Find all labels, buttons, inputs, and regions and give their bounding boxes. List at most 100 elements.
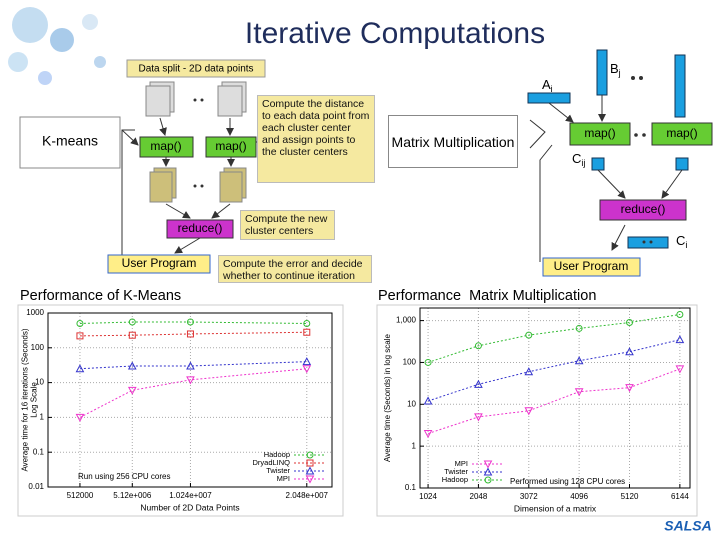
- marker: [75, 413, 85, 422]
- user-program-label: User Program: [122, 256, 197, 270]
- marker: [127, 361, 137, 370]
- y-tick-label: 10: [407, 399, 416, 408]
- legend-label: Hadoop: [442, 475, 468, 484]
- plot-frame: [419, 307, 691, 489]
- map-box: [569, 122, 631, 146]
- x-tick-label: 3072: [520, 492, 538, 501]
- marker: [626, 319, 634, 327]
- marker: [128, 318, 136, 326]
- marker: [525, 331, 533, 339]
- series-line: [427, 368, 681, 435]
- chart-frame: [17, 304, 344, 517]
- annotation: Run using 256 CPU cores: [78, 472, 171, 481]
- logo: SALSA: [664, 518, 711, 534]
- marker: [675, 335, 685, 344]
- user-program-label: User Program: [554, 259, 629, 273]
- x-tick-label: 1.024e+007: [169, 491, 212, 500]
- series-line: [79, 368, 307, 418]
- marker: [423, 396, 433, 405]
- output-docs: [149, 167, 247, 203]
- marker: [474, 342, 482, 350]
- x-tick-label: 5.12e+006: [113, 491, 152, 500]
- marker: [303, 328, 311, 336]
- legend-marker: [483, 460, 493, 469]
- legend-label: MPI: [455, 459, 468, 468]
- marker: [75, 364, 85, 373]
- kmeans-diagram: Data split - 2D data points map() map() …: [19, 59, 266, 274]
- marker: [186, 361, 195, 370]
- marker: [76, 332, 84, 340]
- y-axis-label: Log Scale: [30, 382, 39, 418]
- y-tick-label: 100: [31, 343, 45, 352]
- marker: [423, 430, 433, 439]
- marker: [524, 407, 534, 416]
- a-name: A: [542, 77, 551, 92]
- y-tick-label: 0.1: [405, 483, 417, 492]
- marker: [424, 358, 432, 366]
- marker: [186, 376, 195, 385]
- x-tick-label: 1024: [419, 492, 437, 501]
- x-axis-label: Dimension of a matrix: [514, 503, 597, 513]
- legend-marker: [305, 475, 315, 484]
- y-axis-label: Average time (Seconds) in log scale: [383, 333, 392, 461]
- b-name: B: [610, 61, 619, 76]
- series-line: [427, 313, 680, 363]
- x-tick-label: 4096: [570, 492, 588, 501]
- user-program-box: [542, 257, 641, 277]
- chart-title: Performance of K-Means: [20, 288, 182, 304]
- marker: [676, 310, 684, 318]
- annotation: Performed using 128 CPU cores: [510, 477, 625, 486]
- kmeans-label: K-means: [42, 133, 98, 149]
- x-tick-label: 2.048e+007: [286, 491, 329, 500]
- kmeans-box: [19, 116, 121, 169]
- b-label: Bj: [610, 61, 621, 78]
- series-line: [79, 331, 307, 337]
- y-tick-label: 1000: [26, 308, 44, 317]
- chart-title: Performance Matrix Multiplication: [378, 288, 597, 304]
- map-label: map(): [666, 126, 697, 140]
- x-tick-label: 6144: [671, 492, 689, 501]
- legend-label: Twister: [444, 467, 468, 476]
- x-axis-label: Number of 2D Data Points: [140, 502, 239, 512]
- legend-marker: [483, 467, 493, 476]
- y-tick-label: 0.01: [28, 482, 44, 491]
- marker: [303, 319, 311, 327]
- user-program-box: [107, 254, 211, 274]
- data-split-label: Data split - 2D data points: [138, 64, 253, 75]
- a-row: [527, 92, 571, 104]
- a-label: Ai: [542, 77, 553, 94]
- marker: [76, 319, 84, 327]
- marker: [186, 318, 194, 326]
- legend-marker: [305, 466, 315, 475]
- marker: [127, 386, 137, 395]
- ci-label: Ci: [676, 233, 687, 250]
- series-line: [79, 321, 307, 324]
- globe-decoration: [8, 7, 106, 85]
- data-split-box: [126, 59, 266, 78]
- slide-title: Iterative Computations: [245, 17, 545, 50]
- b-col: [596, 49, 608, 96]
- marker: [574, 356, 584, 365]
- marker: [524, 367, 534, 376]
- marker: [575, 324, 583, 332]
- marker: [302, 365, 312, 374]
- c-cell: [591, 157, 605, 171]
- c-name: C: [572, 151, 581, 166]
- legend-marker: [484, 476, 492, 484]
- legend-label: Twister: [266, 466, 290, 475]
- b-col: [674, 54, 686, 118]
- marker: [474, 413, 483, 422]
- legend-label: Hadoop: [264, 450, 290, 459]
- legend-label: DryadLINQ: [252, 458, 290, 467]
- c-label: Cij: [572, 151, 585, 168]
- matrix-label: Matrix Multiplication: [388, 115, 518, 168]
- c-cell: [675, 157, 689, 171]
- c-row: [627, 236, 669, 249]
- c-sub: ij: [581, 158, 585, 168]
- reduce-label: reduce(): [621, 202, 666, 216]
- legend-marker: [306, 451, 314, 459]
- y-tick-label: 0.1: [33, 447, 45, 456]
- ci-sub: i: [685, 240, 687, 250]
- x-tick-label: 5120: [621, 492, 639, 501]
